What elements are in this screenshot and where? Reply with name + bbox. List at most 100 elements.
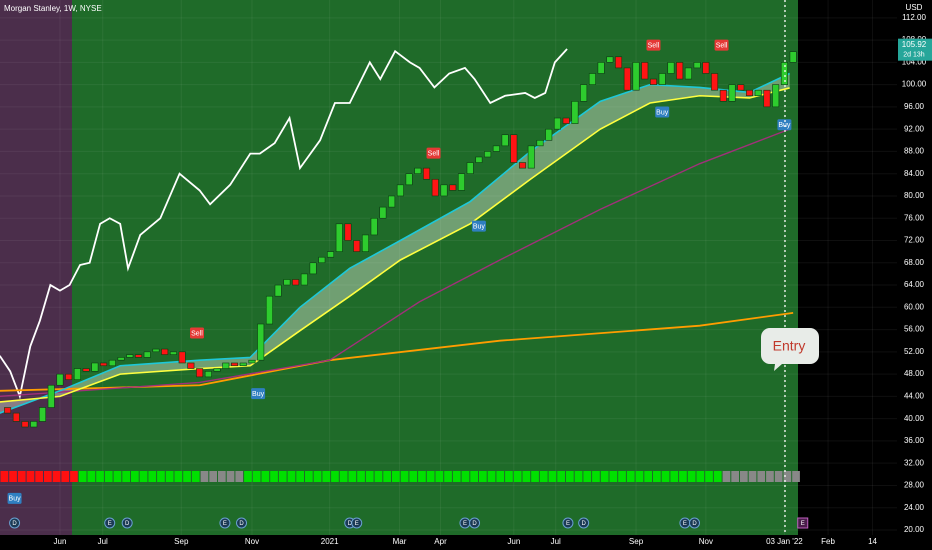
- candle: [780, 62, 788, 85]
- candle: [100, 362, 108, 367]
- status-cell: [783, 471, 792, 482]
- status-cell: [583, 471, 592, 482]
- candle: [379, 206, 387, 219]
- y-tick-label: 76.00: [904, 213, 925, 222]
- event-label: E: [463, 521, 467, 527]
- status-cell: [61, 471, 70, 482]
- candle: [169, 351, 177, 355]
- candle: [449, 184, 457, 191]
- x-tick-label: Nov: [699, 537, 713, 546]
- candle: [475, 156, 483, 163]
- candle: [597, 62, 605, 74]
- x-tick-label: Jul: [551, 537, 561, 546]
- status-cell: [305, 471, 313, 482]
- signal-label: Sell: [191, 330, 203, 337]
- status-cell: [600, 471, 609, 482]
- candle: [658, 73, 666, 85]
- status-cell: [513, 471, 522, 482]
- candle: [73, 368, 81, 380]
- status-cell: [670, 471, 679, 482]
- bullish-zone: [72, 0, 798, 535]
- line: [0, 311, 794, 392]
- status-cell: [165, 471, 174, 482]
- candle: [719, 89, 727, 102]
- status-cell: [157, 471, 165, 482]
- candle: [117, 357, 125, 361]
- event: E: [459, 517, 471, 529]
- signal: Buy: [655, 106, 670, 118]
- event-label: D: [348, 521, 353, 527]
- status-cell: [426, 471, 435, 482]
- candle: [309, 262, 317, 275]
- candle: [152, 348, 160, 353]
- status-cell: [270, 471, 278, 482]
- candle: [510, 134, 518, 163]
- event-dot: [9, 517, 21, 529]
- last-price-label: 105.92: [902, 40, 927, 49]
- event-label: D: [692, 521, 697, 527]
- status-cell: [174, 471, 183, 482]
- y-tick-label: 104.00: [902, 57, 927, 66]
- y-tick-label: 60.00: [904, 302, 925, 311]
- signal-label: Buy: [656, 109, 669, 116]
- event: D: [121, 517, 133, 529]
- candle: [641, 62, 649, 80]
- status-cell: [539, 471, 548, 482]
- candle: [737, 84, 745, 91]
- status-cell: [0, 471, 9, 482]
- candle: [693, 62, 701, 69]
- status-cell: [618, 471, 626, 482]
- candle: [440, 184, 448, 197]
- candle: [12, 412, 20, 422]
- status-cell: [131, 471, 139, 482]
- event: D: [236, 517, 248, 529]
- status-cell: [52, 471, 61, 482]
- y-tick-label: 100.00: [902, 80, 927, 89]
- y-tick-label: 32.00: [904, 458, 925, 467]
- candle: [135, 354, 143, 358]
- status-cell: [444, 471, 452, 482]
- status-cell: [653, 471, 661, 482]
- event: E: [104, 517, 116, 529]
- signal: Sell: [646, 39, 661, 51]
- status-cell: [209, 471, 217, 482]
- candle: [222, 362, 230, 369]
- candle: [283, 279, 291, 286]
- candle: [606, 56, 614, 63]
- signal-label: Sell: [428, 150, 440, 157]
- status-cell: [35, 471, 43, 482]
- candle: [623, 67, 631, 91]
- candle: [335, 223, 343, 252]
- y-tick-label: 28.00: [904, 481, 925, 490]
- status-cell: [357, 471, 365, 482]
- status-cell: [348, 471, 357, 482]
- status-cell: [418, 471, 426, 482]
- status-cell: [609, 471, 618, 482]
- status-cell: [731, 471, 739, 482]
- status-cell: [78, 471, 87, 482]
- status-cell: [722, 471, 731, 482]
- status-cell: [26, 471, 35, 482]
- candle: [492, 145, 500, 152]
- candle: [405, 173, 413, 186]
- x-tick-label: 03 Jan '22: [766, 537, 803, 546]
- x-tick-label: 14: [868, 537, 877, 546]
- x-tick-label: Mar: [393, 537, 407, 546]
- status-cell: [113, 471, 122, 482]
- status-cell: [766, 471, 774, 482]
- status-cell: [705, 471, 713, 482]
- status-cell: [531, 471, 539, 482]
- candle: [292, 279, 300, 286]
- signal-box: [7, 492, 22, 504]
- status-cell: [96, 471, 104, 482]
- event-label: E: [355, 521, 359, 527]
- status-cell: [331, 471, 339, 482]
- status-cell: [496, 471, 505, 482]
- candle: [728, 84, 736, 102]
- signal: Sell: [426, 147, 441, 159]
- signal-label: Buy: [473, 223, 486, 230]
- countdown: 2d 13h: [903, 52, 925, 59]
- status-cell: [566, 471, 574, 482]
- signal-box: [655, 106, 670, 118]
